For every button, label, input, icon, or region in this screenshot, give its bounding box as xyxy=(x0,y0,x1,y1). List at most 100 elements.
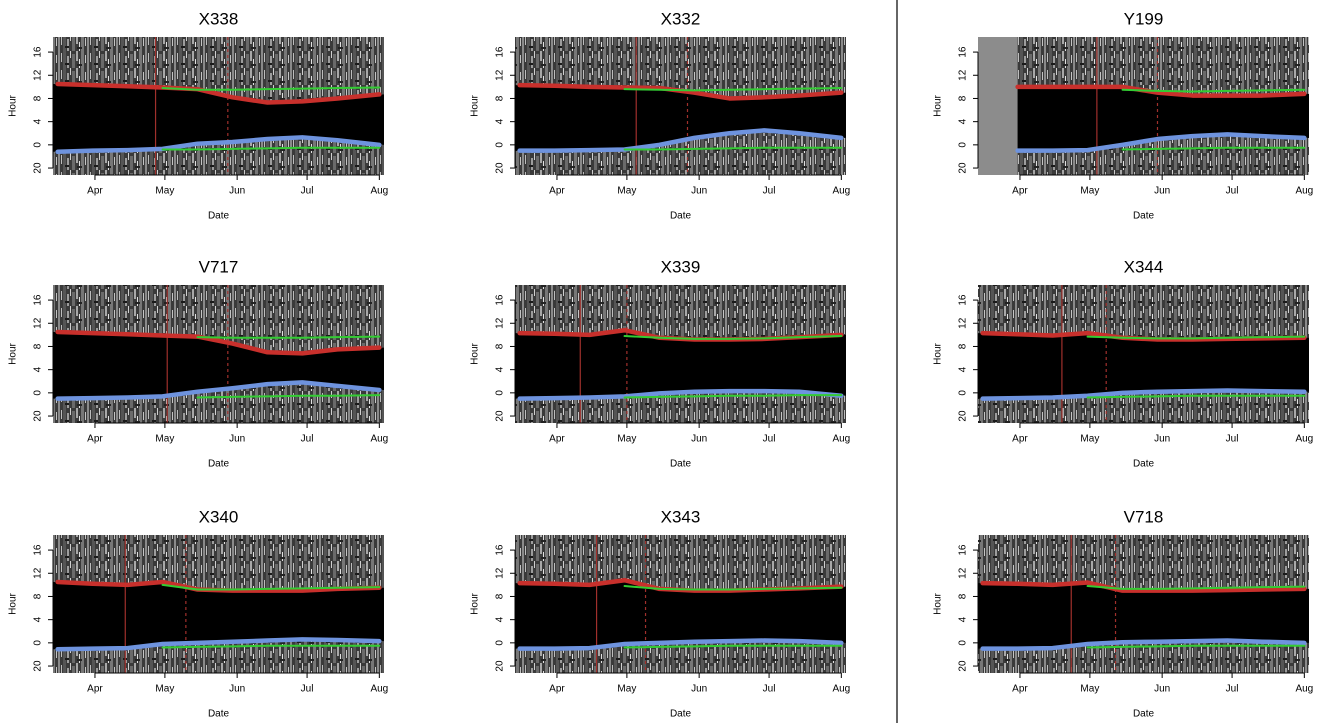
activity-line xyxy=(517,128,844,153)
y-tick-label: 20 xyxy=(33,162,44,174)
y-tick-label: 16 xyxy=(958,544,969,556)
no-data-region xyxy=(978,37,1018,175)
x-tick-label: Jul xyxy=(1226,434,1239,445)
reference-line xyxy=(623,644,843,649)
x-tick-label: Apr xyxy=(1012,684,1028,695)
y-tick-label: 4 xyxy=(495,118,506,124)
y-axis-title: Hour xyxy=(470,342,481,364)
x-tick-label: May xyxy=(155,684,174,695)
activity-line xyxy=(55,329,382,356)
night-fill xyxy=(515,85,846,151)
panel: 20 0 4 8 12 16 Hour Apr May Jun Jul Aug Date X343 xyxy=(470,507,851,719)
x-tick-label: Aug xyxy=(832,684,850,695)
panel: 20 0 4 8 12 16 Hour Apr May Jun Jul Aug Date X340 xyxy=(8,507,389,719)
x-tick-label: Jun xyxy=(1154,684,1170,695)
y-tick-label: 20 xyxy=(958,660,969,672)
x-tick-label: May xyxy=(617,186,636,197)
chart-title: X338 xyxy=(199,9,239,28)
y-tick-label: 8 xyxy=(958,343,969,349)
x-tick-label: Aug xyxy=(1295,186,1313,197)
y-tick-label: 12 xyxy=(495,69,506,81)
y-tick-label: 8 xyxy=(33,343,44,349)
x-tick-label: May xyxy=(155,186,174,197)
y-tick-label: 0 xyxy=(495,390,506,396)
reference-line xyxy=(161,644,381,649)
activity-line xyxy=(55,81,382,105)
night-fill xyxy=(53,83,384,152)
chart-title: X339 xyxy=(661,257,701,276)
y-tick-label: 0 xyxy=(495,142,506,148)
reference-line xyxy=(1086,644,1306,649)
y-tick-label: 0 xyxy=(495,640,506,646)
chart-title: V718 xyxy=(1124,507,1164,526)
y-tick-label: 4 xyxy=(495,366,506,372)
y-tick-label: 0 xyxy=(958,142,969,148)
x-tick-label: Apr xyxy=(549,684,565,695)
reference-line xyxy=(623,87,843,92)
x-axis-title: Date xyxy=(1133,459,1155,470)
chart-title: X340 xyxy=(199,507,239,526)
y-tick-label: 4 xyxy=(33,616,44,622)
reference-line xyxy=(196,394,381,399)
reference-line xyxy=(1086,335,1306,340)
panel: 20 0 4 8 12 16 Hour Apr May Jun Jul Aug Date X344 xyxy=(933,257,1314,469)
activity-line xyxy=(980,638,1307,651)
y-axis-title: Hour xyxy=(470,592,481,614)
x-tick-label: Jul xyxy=(301,434,314,445)
x-axis-title: Date xyxy=(208,211,230,222)
reference-line xyxy=(623,394,843,399)
panel: 20 0 4 8 12 16 Hour Apr May Jun Jul Aug Date X338 xyxy=(8,9,389,221)
y-axis-title: Hour xyxy=(470,94,481,116)
y-axis-title: Hour xyxy=(8,342,19,364)
y-tick-label: 12 xyxy=(958,69,969,81)
reference-line xyxy=(623,585,843,591)
activity-line xyxy=(1015,132,1307,153)
x-tick-label: Jul xyxy=(1226,186,1239,197)
y-tick-label: 12 xyxy=(33,317,44,329)
y-axis-title: Hour xyxy=(933,592,944,614)
x-tick-label: Jul xyxy=(763,186,776,197)
panel: 20 0 4 8 12 16 Hour Apr May Jun Jul Aug Date X332 xyxy=(470,9,851,221)
y-axis-title: Hour xyxy=(8,592,19,614)
x-tick-label: Aug xyxy=(370,186,388,197)
night-fill xyxy=(978,582,1309,649)
reference-line xyxy=(623,146,843,151)
x-tick-label: Apr xyxy=(1012,186,1028,197)
y-tick-label: 12 xyxy=(33,567,44,579)
x-tick-label: Aug xyxy=(370,684,388,695)
y-tick-label: 12 xyxy=(958,317,969,329)
y-tick-label: 16 xyxy=(33,294,44,306)
y-tick-label: 4 xyxy=(958,366,969,372)
y-tick-label: 0 xyxy=(958,390,969,396)
reference-line xyxy=(1121,88,1306,93)
night-fill xyxy=(978,333,1309,399)
x-axis-title: Date xyxy=(670,211,692,222)
y-tick-label: 8 xyxy=(958,593,969,599)
y-tick-label: 20 xyxy=(33,660,44,672)
x-tick-label: May xyxy=(617,684,636,695)
x-tick-label: Aug xyxy=(832,186,850,197)
x-tick-label: Aug xyxy=(832,434,850,445)
y-tick-label: 0 xyxy=(33,640,44,646)
x-tick-label: May xyxy=(1080,186,1099,197)
night-fill xyxy=(515,580,846,649)
x-axis-title: Date xyxy=(670,459,692,470)
reference-line xyxy=(1086,394,1306,399)
activity-line xyxy=(980,580,1307,593)
y-tick-label: 12 xyxy=(495,317,506,329)
y-tick-label: 20 xyxy=(958,410,969,422)
x-tick-label: Jun xyxy=(229,186,245,197)
y-tick-label: 4 xyxy=(958,616,969,622)
panel: 20 0 4 8 12 16 Hour Apr May Jun Jul Aug Date Y199 xyxy=(933,9,1314,221)
activity-line xyxy=(55,637,382,652)
activity-line xyxy=(517,388,844,401)
y-tick-label: 0 xyxy=(33,142,44,148)
y-tick-label: 16 xyxy=(33,46,44,58)
x-tick-label: Aug xyxy=(370,434,388,445)
y-tick-label: 12 xyxy=(958,567,969,579)
y-tick-label: 20 xyxy=(495,162,506,174)
y-tick-label: 16 xyxy=(495,46,506,58)
x-axis-title: Date xyxy=(1133,709,1155,720)
x-tick-label: Jun xyxy=(229,684,245,695)
